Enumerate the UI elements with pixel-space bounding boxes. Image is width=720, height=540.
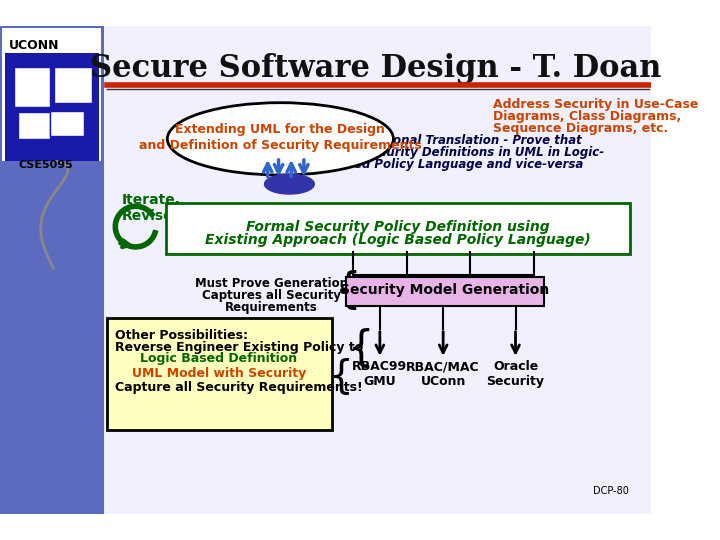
Text: {: { [348,328,374,370]
Text: Existing Approach (Logic Based Policy Language): Existing Approach (Logic Based Policy La… [205,233,591,247]
FancyBboxPatch shape [166,203,631,254]
Text: Requirements: Requirements [225,301,318,314]
Ellipse shape [167,103,393,175]
FancyBboxPatch shape [50,111,84,136]
Text: Bi-Directional Translation - Prove that: Bi-Directional Translation - Prove that [331,134,582,147]
Text: Capture all Security Requirements!: Capture all Security Requirements! [115,381,363,394]
Ellipse shape [264,174,315,194]
Text: UCONN: UCONN [9,39,60,52]
FancyBboxPatch shape [4,53,99,161]
Text: Based Policy Language and vice-versa: Based Policy Language and vice-versa [330,158,583,171]
Text: Address Security in Use-Case: Address Security in Use-Case [493,98,698,111]
Text: CSE5095: CSE5095 [18,160,73,170]
Text: UML Model with Security: UML Model with Security [132,367,306,380]
FancyBboxPatch shape [14,66,50,107]
Text: Captures all Security: Captures all Security [202,289,341,302]
Text: {: { [328,357,353,395]
Text: Reverse Engineer Existing Policy to: Reverse Engineer Existing Policy to [115,341,363,354]
Text: Sequence Diagrams, etc.: Sequence Diagrams, etc. [493,122,668,134]
FancyBboxPatch shape [2,28,102,161]
FancyBboxPatch shape [346,277,544,306]
Text: RBAC99
GMU: RBAC99 GMU [352,360,408,388]
FancyBboxPatch shape [0,26,104,514]
Text: Other Possibilities:: Other Possibilities: [115,329,248,342]
Text: {: { [335,270,361,312]
Text: Security Model Generation: Security Model Generation [341,283,549,297]
Text: Formal Security Policy Definition using: Formal Security Policy Definition using [246,220,550,234]
Text: all UML Security Definitions in UML in Logic-: all UML Security Definitions in UML in L… [310,146,604,159]
Text: RBAC/MAC
UConn: RBAC/MAC UConn [406,360,480,388]
FancyBboxPatch shape [107,318,332,430]
Text: Must Prove Generation: Must Prove Generation [195,277,348,290]
Text: Extending UML for the Design: Extending UML for the Design [176,123,385,136]
FancyBboxPatch shape [104,26,651,514]
Text: Secure Software Design - T. Doan: Secure Software Design - T. Doan [89,53,661,84]
Text: Diagrams, Class Diagrams,: Diagrams, Class Diagrams, [493,110,681,123]
Text: and Definition of Security Requirements: and Definition of Security Requirements [139,139,422,152]
Text: Logic Based Definition: Logic Based Definition [140,352,297,365]
Text: Iterate,
Revise: Iterate, Revise [122,193,181,224]
FancyBboxPatch shape [54,66,92,103]
Text: DCP-80: DCP-80 [593,486,629,496]
FancyBboxPatch shape [18,112,50,139]
Text: Oracle
Security: Oracle Security [487,360,544,388]
